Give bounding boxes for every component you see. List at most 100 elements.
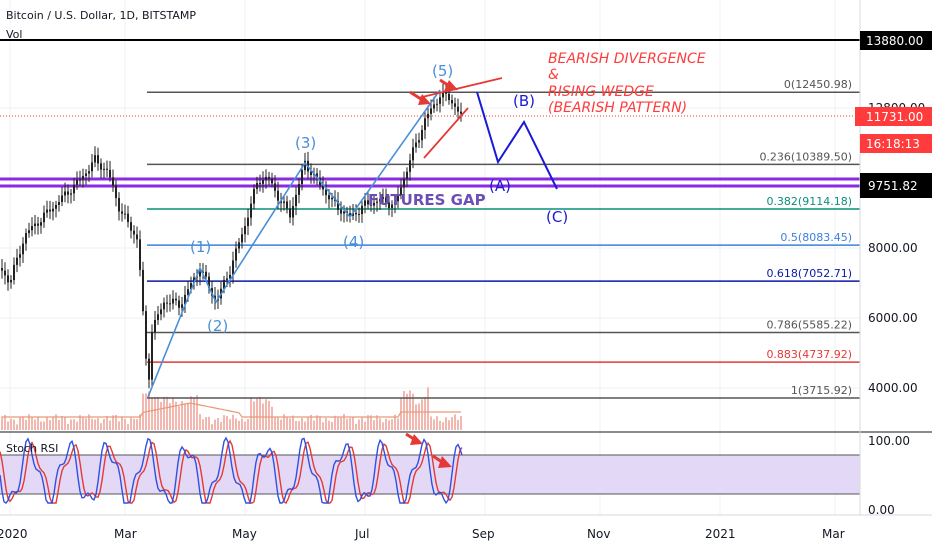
candle-body bbox=[445, 91, 447, 94]
arrow-2-icon bbox=[439, 78, 458, 91]
candle-body bbox=[145, 311, 147, 359]
volume-bar bbox=[403, 390, 405, 430]
volume-bar bbox=[313, 420, 315, 430]
candle-body bbox=[370, 204, 372, 206]
countdown-tag: 16:18:13 bbox=[860, 134, 932, 153]
candle-body bbox=[262, 180, 264, 184]
volume-bar bbox=[331, 421, 333, 430]
fibonacci-levels[interactable]: 0(12450.98) 0.236(10389.50) 0.382(9114.18)… bbox=[147, 78, 860, 399]
wave-a-label: (A) bbox=[489, 177, 511, 195]
candle-body bbox=[112, 177, 114, 186]
volume-bar bbox=[439, 420, 441, 430]
candle-body bbox=[34, 223, 36, 227]
volume-bar bbox=[415, 404, 417, 430]
time-axis[interactable]: 2020 Mar May Jul Sep Nov 2021 Mar bbox=[0, 514, 932, 541]
candle-body bbox=[271, 178, 273, 184]
volume-bar bbox=[436, 416, 438, 430]
candle-body bbox=[415, 142, 417, 148]
candle-body bbox=[169, 303, 171, 305]
candle-body bbox=[391, 204, 393, 208]
candle-body bbox=[457, 106, 459, 112]
candle-body bbox=[37, 223, 39, 226]
rising-wedge[interactable] bbox=[417, 77, 503, 159]
candle-body bbox=[193, 277, 195, 284]
candle-body bbox=[451, 100, 453, 104]
price-axis[interactable]: 8000.00 6000.00 4000.00 100.00 0.00 1388… bbox=[855, 0, 932, 517]
candle-body bbox=[43, 212, 45, 223]
volume-bar bbox=[280, 419, 282, 430]
time-label-2020: 2020 bbox=[0, 527, 28, 541]
volume-bar bbox=[418, 403, 420, 430]
candle-body bbox=[25, 233, 27, 244]
volume-bar bbox=[19, 416, 21, 430]
volume-bar bbox=[151, 397, 153, 430]
volume-bar bbox=[397, 418, 399, 430]
candle-body bbox=[244, 226, 246, 235]
price-tick-6000: 6000.00 bbox=[868, 311, 918, 325]
volume-bar bbox=[193, 397, 195, 430]
candle-body bbox=[202, 271, 204, 273]
volume-bar bbox=[292, 415, 294, 430]
volume-bar bbox=[34, 419, 36, 430]
volume-bar bbox=[334, 415, 336, 430]
volume-bar bbox=[223, 415, 225, 430]
candle-body bbox=[187, 289, 189, 295]
volume-bar bbox=[88, 414, 90, 430]
volume-bar bbox=[274, 417, 276, 430]
volume-bar bbox=[382, 422, 384, 430]
candle-body bbox=[343, 211, 345, 214]
volume-bar bbox=[7, 421, 9, 430]
impulse-wave-path[interactable] bbox=[147, 89, 441, 398]
volume-bar bbox=[208, 416, 210, 430]
candle-body bbox=[67, 191, 69, 195]
volume-bar bbox=[112, 415, 114, 430]
volume-bar bbox=[304, 421, 306, 430]
candle-body bbox=[349, 213, 351, 216]
volume-bar bbox=[190, 396, 192, 430]
volume-bar bbox=[277, 417, 279, 430]
candle-body bbox=[379, 198, 381, 202]
volume-bar bbox=[118, 421, 120, 430]
volume-bar bbox=[367, 415, 369, 430]
time-label-mar: Mar bbox=[114, 527, 137, 541]
divergence-arrows bbox=[405, 78, 458, 468]
bearish-annotation: BEARISH DIVERGENCE & RISING WEDGE (BEARI… bbox=[548, 51, 706, 116]
volume-bar bbox=[124, 418, 126, 430]
volume-bar bbox=[139, 414, 141, 430]
volume-bar bbox=[376, 415, 378, 430]
candle-body bbox=[130, 222, 132, 231]
candle-body bbox=[358, 214, 360, 216]
volume-bar bbox=[421, 399, 423, 430]
candle-body bbox=[298, 183, 300, 195]
volume-bar bbox=[289, 418, 291, 430]
volume-bar bbox=[445, 417, 447, 430]
volume-bar bbox=[295, 420, 297, 430]
volume-bar bbox=[169, 403, 171, 430]
volume-bar bbox=[232, 414, 234, 430]
candle-body bbox=[166, 302, 168, 304]
candle-body bbox=[118, 197, 120, 212]
candle-body bbox=[253, 188, 255, 204]
corrective-wave-path[interactable] bbox=[476, 91, 558, 190]
candle-body bbox=[19, 254, 21, 258]
candle-body bbox=[172, 298, 174, 304]
candle-body bbox=[322, 185, 324, 190]
volume-bar bbox=[430, 416, 432, 430]
volume-bar bbox=[55, 414, 57, 430]
candle-body bbox=[238, 242, 240, 249]
candle-body bbox=[181, 304, 183, 308]
volume-bar bbox=[310, 414, 312, 430]
symbol-title[interactable]: Bitcoin / U.S. Dollar, 1D, BITSTAMP bbox=[6, 9, 196, 22]
fib-label-0: 0(12450.98) bbox=[784, 78, 852, 91]
stoch-rsi-label: Stoch RSI bbox=[6, 442, 58, 455]
volume-bar bbox=[154, 397, 156, 430]
volume-bar bbox=[64, 416, 66, 430]
volume-bar bbox=[265, 399, 267, 430]
candle-body bbox=[178, 300, 180, 308]
candle-body bbox=[340, 209, 342, 214]
candle-body bbox=[424, 118, 426, 130]
candle-body bbox=[142, 269, 144, 312]
volume-bar bbox=[100, 423, 102, 430]
candle-body bbox=[7, 275, 9, 283]
